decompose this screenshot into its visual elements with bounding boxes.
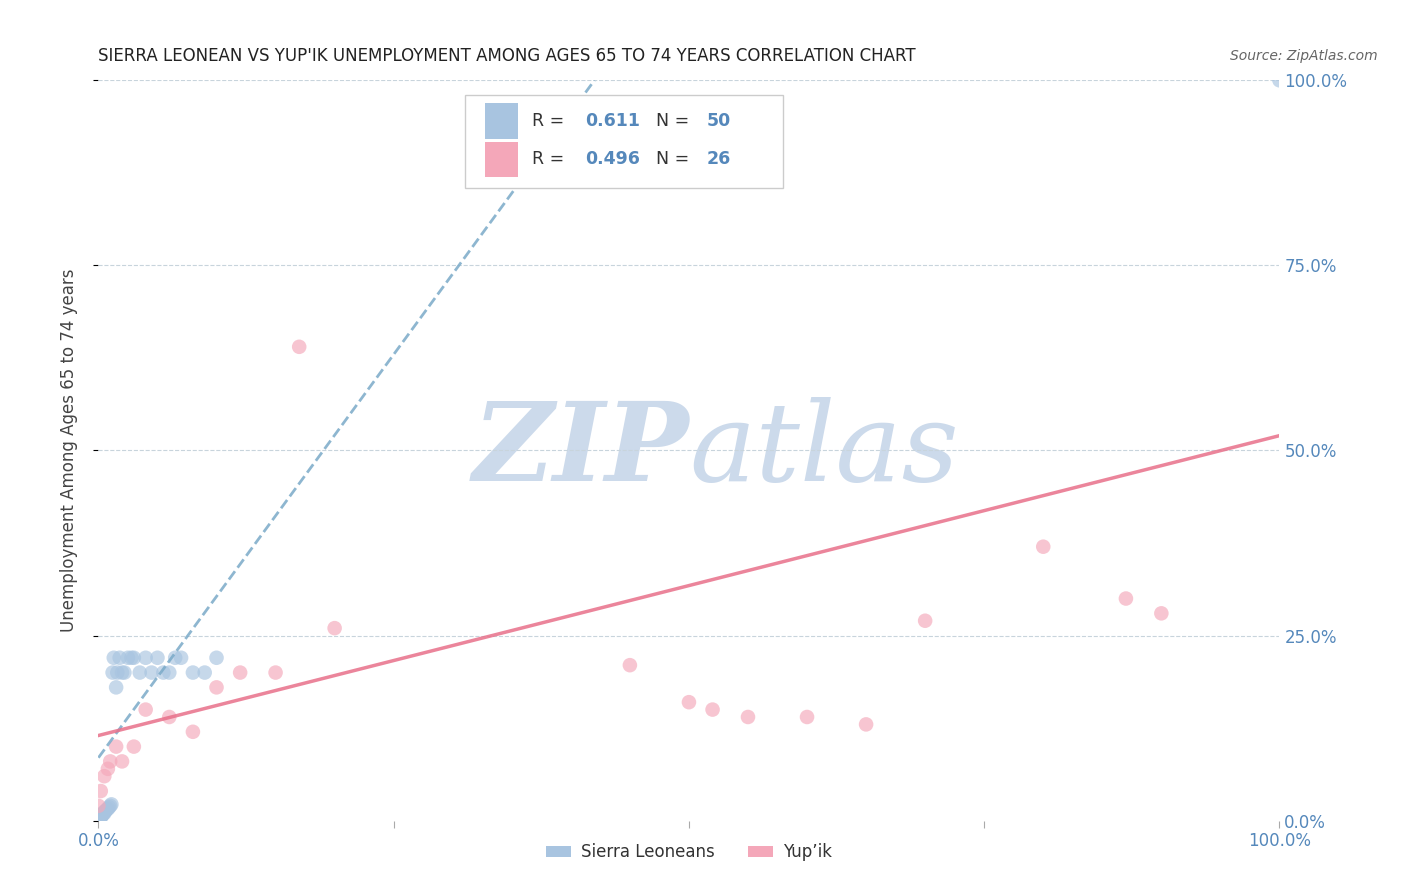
- Point: [170, 650, 193, 665]
- Point: [855, 717, 877, 731]
- Point: [90, 811, 112, 825]
- Point: [111, 665, 134, 680]
- Point: [103, 650, 125, 665]
- Point: [157, 665, 180, 680]
- Point: [205, 681, 228, 695]
- Point: [152, 665, 174, 680]
- FancyBboxPatch shape: [464, 95, 783, 187]
- Point: [914, 614, 936, 628]
- Point: [1268, 73, 1291, 87]
- Point: [1115, 591, 1137, 606]
- Point: [87, 814, 110, 828]
- Legend: Sierra Leoneans, Yup’ik: Sierra Leoneans, Yup’ik: [540, 837, 838, 868]
- Point: [91, 807, 114, 822]
- Point: [157, 710, 180, 724]
- Text: SIERRA LEONEAN VS YUP'IK UNEMPLOYMENT AMONG AGES 65 TO 74 YEARS CORRELATION CHAR: SIERRA LEONEAN VS YUP'IK UNEMPLOYMENT AM…: [98, 47, 917, 65]
- Text: 50: 50: [707, 112, 731, 130]
- Point: [87, 814, 110, 828]
- Point: [97, 762, 120, 776]
- Point: [89, 812, 111, 826]
- Text: R =: R =: [531, 112, 569, 130]
- Point: [737, 710, 759, 724]
- Point: [94, 804, 117, 818]
- Point: [98, 755, 121, 769]
- Point: [121, 650, 143, 665]
- Text: N =: N =: [655, 112, 695, 130]
- Point: [87, 813, 110, 827]
- Point: [98, 798, 121, 813]
- Point: [288, 340, 311, 354]
- Point: [89, 812, 111, 826]
- Point: [678, 695, 700, 709]
- FancyBboxPatch shape: [485, 142, 517, 178]
- Point: [87, 814, 110, 828]
- Point: [165, 650, 187, 665]
- Point: [619, 658, 641, 673]
- Point: [87, 814, 110, 828]
- Point: [702, 703, 724, 717]
- Point: [1032, 540, 1054, 554]
- Text: N =: N =: [655, 151, 695, 169]
- Point: [87, 814, 110, 828]
- Point: [112, 665, 135, 680]
- Point: [105, 739, 128, 754]
- Point: [87, 813, 110, 827]
- Point: [96, 803, 118, 817]
- Text: 0.496: 0.496: [585, 151, 640, 169]
- Point: [111, 755, 134, 769]
- Point: [87, 814, 110, 828]
- Point: [128, 665, 150, 680]
- Point: [323, 621, 346, 635]
- Point: [141, 665, 163, 680]
- Point: [146, 650, 169, 665]
- Point: [135, 703, 157, 717]
- Text: Source: ZipAtlas.com: Source: ZipAtlas.com: [1230, 49, 1378, 63]
- FancyBboxPatch shape: [485, 103, 517, 139]
- Text: R =: R =: [531, 151, 569, 169]
- Text: atlas: atlas: [689, 397, 959, 504]
- Point: [87, 812, 110, 826]
- Point: [90, 809, 112, 823]
- Point: [194, 665, 217, 680]
- Point: [135, 650, 157, 665]
- Point: [108, 650, 131, 665]
- Point: [98, 800, 121, 814]
- Point: [101, 665, 124, 680]
- Point: [91, 806, 114, 821]
- Point: [229, 665, 252, 680]
- Point: [181, 665, 204, 680]
- Point: [1150, 607, 1173, 621]
- Point: [105, 665, 128, 680]
- Point: [105, 681, 128, 695]
- Point: [90, 810, 112, 824]
- Point: [91, 807, 114, 822]
- Point: [97, 802, 120, 816]
- Point: [122, 739, 145, 754]
- Point: [91, 808, 114, 822]
- Text: 26: 26: [707, 151, 731, 169]
- Text: ZIP: ZIP: [472, 397, 689, 504]
- Point: [93, 806, 115, 821]
- Point: [100, 797, 122, 812]
- Point: [93, 769, 115, 783]
- Point: [122, 650, 145, 665]
- Point: [117, 650, 139, 665]
- Point: [87, 798, 110, 813]
- Point: [181, 724, 204, 739]
- Y-axis label: Unemployment Among Ages 65 to 74 years: Unemployment Among Ages 65 to 74 years: [59, 268, 77, 632]
- Point: [90, 784, 112, 798]
- Point: [205, 650, 228, 665]
- Point: [93, 805, 115, 819]
- Point: [796, 710, 818, 724]
- Point: [264, 665, 287, 680]
- Text: 0.611: 0.611: [585, 112, 640, 130]
- Point: [89, 811, 111, 825]
- Point: [87, 814, 110, 828]
